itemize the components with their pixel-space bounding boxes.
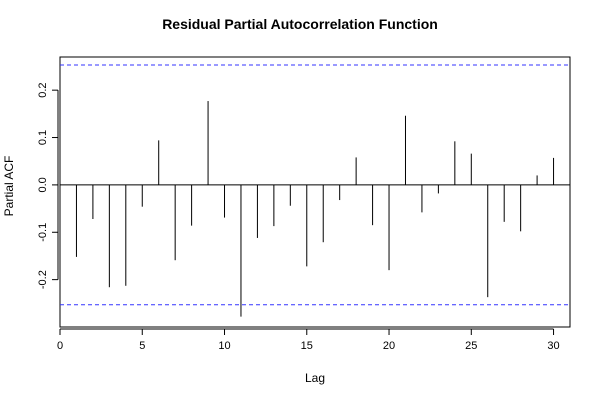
x-tick-label: 30 [547,340,559,352]
x-axis-label: Lag [305,371,325,385]
y-tick-label: 0.2 [37,83,49,98]
chart-title: Residual Partial Autocorrelation Functio… [162,16,438,32]
y-tick-label: -0.2 [37,270,49,289]
plot-frame [59,56,571,328]
y-axis-label: Partial ACF [2,156,16,217]
x-tick-label: 0 [57,340,63,352]
y-tick-label: 0.0 [37,177,49,192]
x-tick-label: 15 [301,340,313,352]
x-tick-label: 10 [218,340,230,352]
y-tick-label: -0.1 [37,223,49,242]
y-tick-label: 0.1 [37,130,49,145]
chart-marks: 0 5 10 15 20 25 30 -0.2 -0.1 0.0 0.1 0.2 [37,64,570,352]
x-tick-label: 20 [383,340,395,352]
x-tick-label: 5 [139,340,145,352]
x-tick-label: 25 [465,340,477,352]
